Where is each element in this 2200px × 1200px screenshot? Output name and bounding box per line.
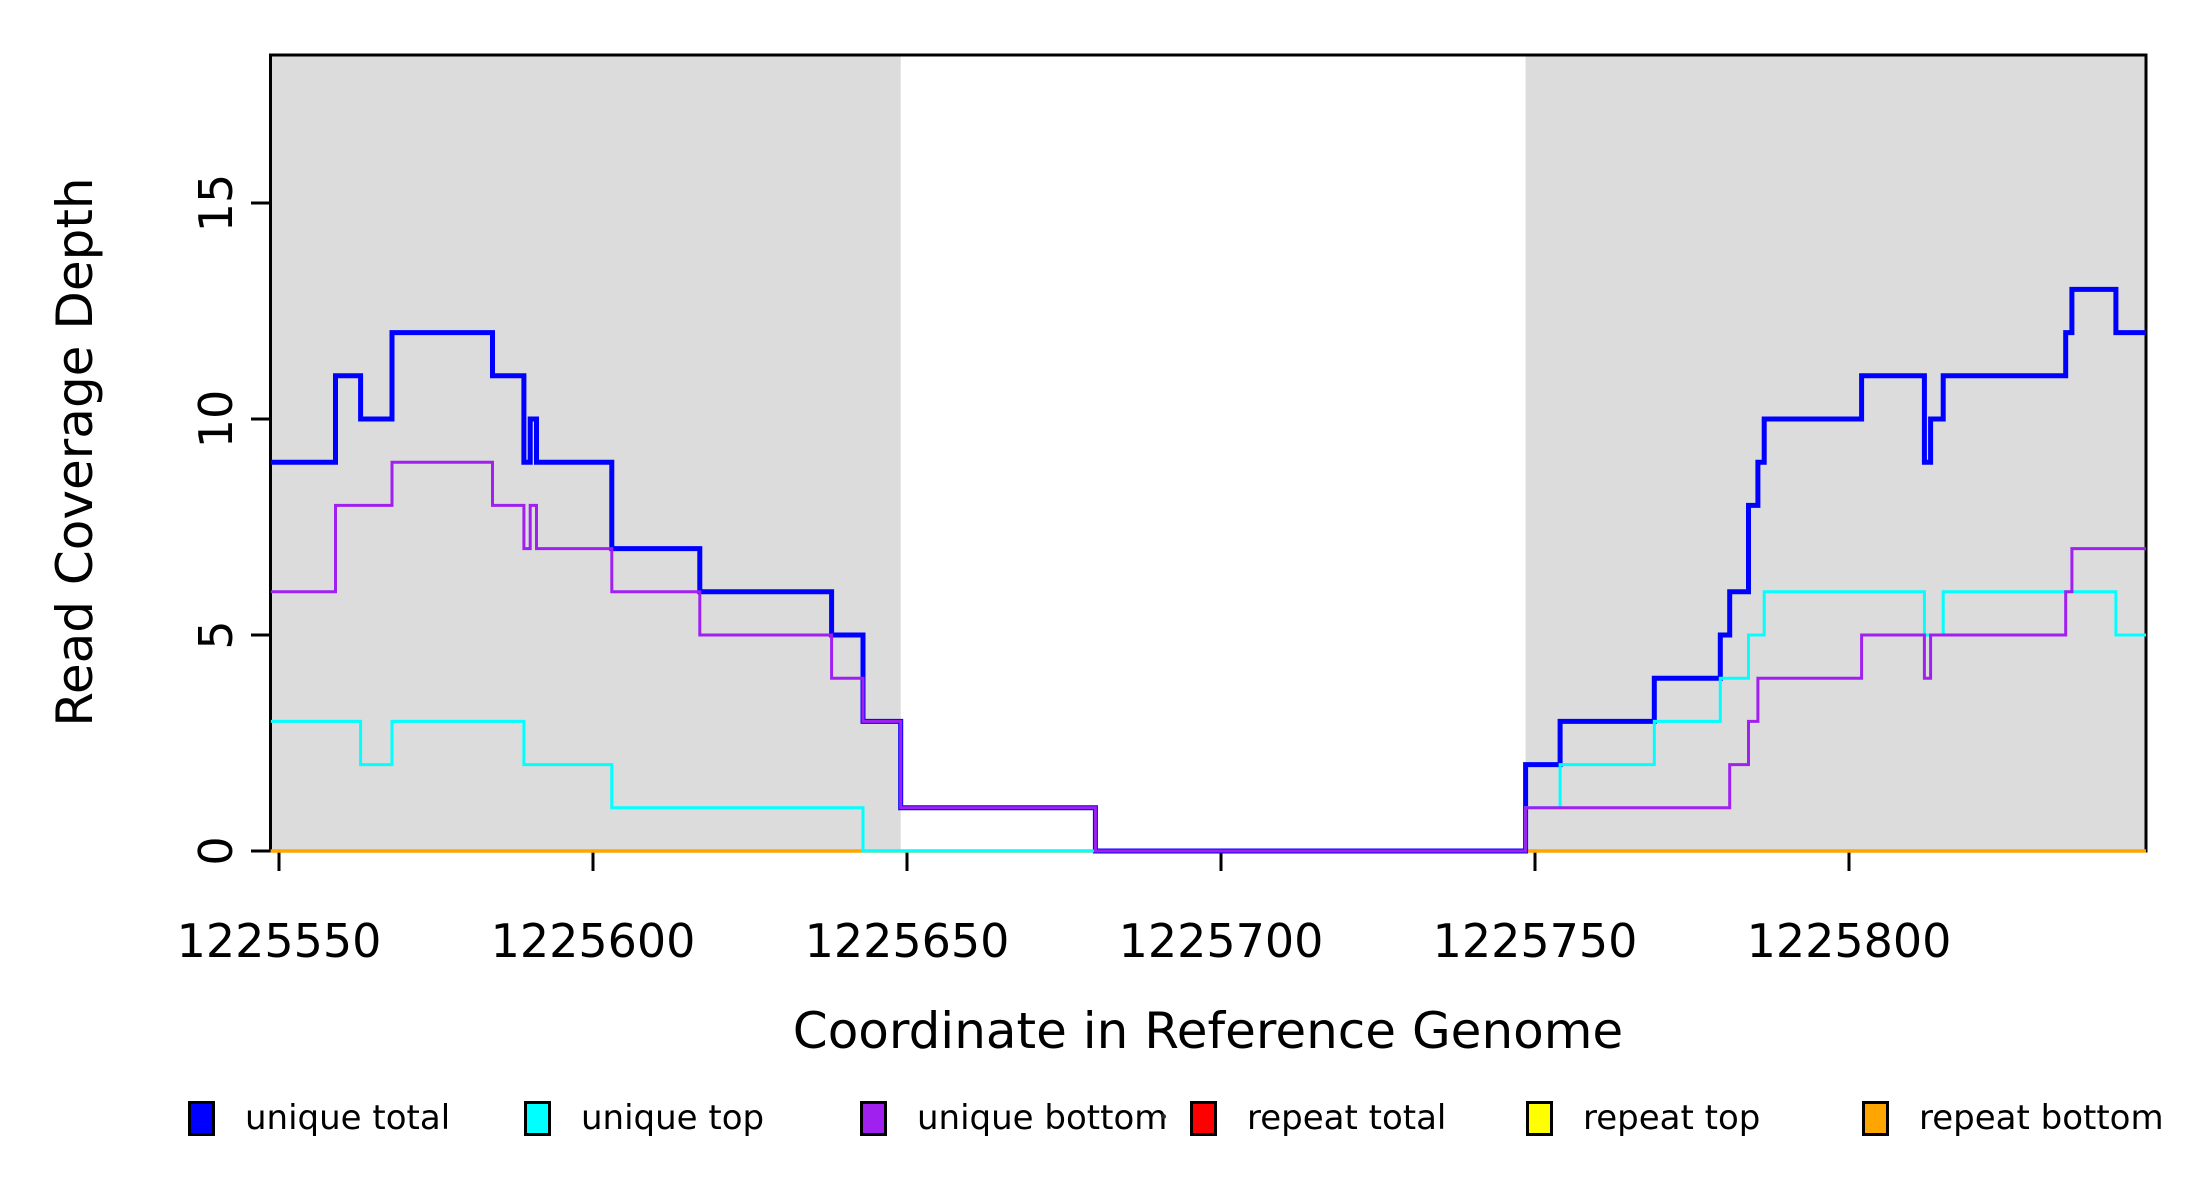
legend-item-repeat-top: repeat top [1526, 1098, 1760, 1138]
series-line-unique-total [270, 286, 2146, 854]
stray-dot-artifact [1161, 1114, 1166, 1119]
series-line-unique-bottom [270, 460, 2146, 853]
x-tick-label-1225800: 1225800 [1746, 914, 1952, 968]
legend-swatch-unique-bottom [860, 1100, 887, 1136]
y-tick-label-10: 10 [189, 389, 243, 449]
legend-item-repeat-total: repeat total [1190, 1098, 1446, 1138]
legend-label: unique bottom [917, 1098, 1168, 1138]
left-gray-region [270, 55, 901, 851]
right-gray-region [1525, 55, 2147, 851]
legend-label: repeat bottom [1919, 1098, 2164, 1138]
x-tick-label-1225550: 1225550 [176, 914, 382, 968]
legend-label: unique total [245, 1098, 451, 1138]
legend-item-unique-top: unique top [524, 1098, 764, 1138]
y-axis-label: Read Coverage Depth [46, 177, 104, 727]
y-tick-label-15: 15 [189, 173, 243, 233]
legend-swatch-repeat-bottom [1862, 1100, 1889, 1136]
x-tick-label-1225700: 1225700 [1118, 914, 1324, 968]
legend-swatch-unique-total [188, 1100, 215, 1136]
legend-item-repeat-bottom: repeat bottom [1862, 1098, 2164, 1138]
legend-swatch-unique-top [524, 1100, 551, 1136]
legend-label: repeat top [1583, 1098, 1761, 1138]
legend-swatch-repeat-total [1190, 1100, 1217, 1136]
y-tick-label-0: 0 [189, 836, 243, 866]
x-tick-label-1225600: 1225600 [490, 914, 696, 968]
x-axis-title: Coordinate in Reference Genome [792, 1002, 1624, 1060]
legend-label: repeat total [1247, 1098, 1447, 1138]
legend-item-unique-bottom: unique bottom [860, 1098, 1167, 1138]
legend-item-unique-total: unique total [188, 1098, 450, 1138]
y-tick-label-5: 5 [189, 620, 243, 650]
legend-swatch-repeat-top [1526, 1100, 1553, 1136]
x-tick-label-1225650: 1225650 [804, 914, 1010, 968]
legend-label: unique top [581, 1098, 765, 1138]
x-tick-label-1225750: 1225750 [1432, 914, 1638, 968]
series-line-unique-top [270, 590, 2146, 853]
